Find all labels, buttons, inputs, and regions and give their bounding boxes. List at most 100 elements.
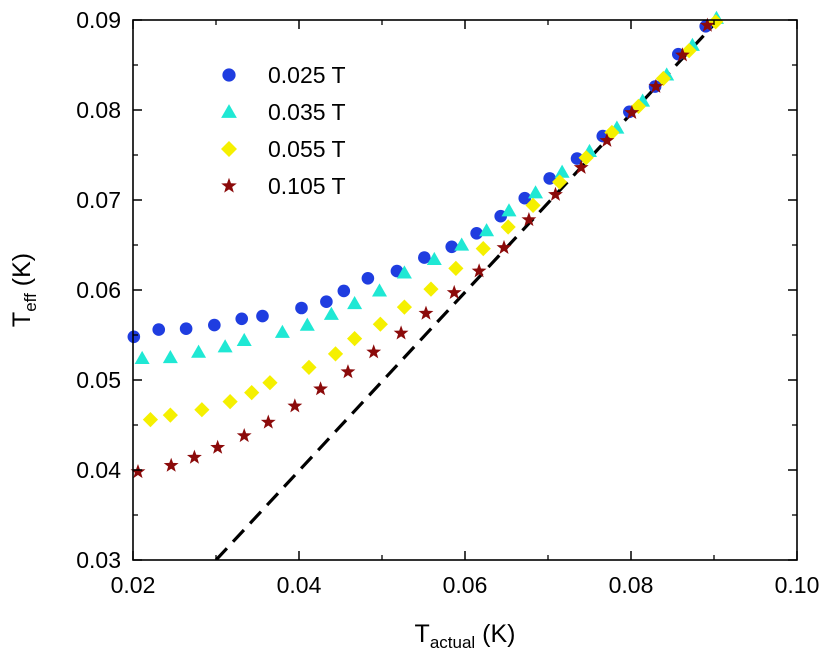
data-point-triangle <box>323 306 339 320</box>
y-axis-label: Teff (K) <box>8 253 40 327</box>
legend-entry: 0.055 T <box>221 136 346 162</box>
x-tick-label: 0.10 <box>775 572 820 598</box>
data-point-star <box>548 186 563 201</box>
data-point-star <box>340 364 356 379</box>
legend-label: 0.025 T <box>268 62 346 88</box>
y-tick-label: 0.06 <box>76 277 121 303</box>
legend-marker-star <box>221 177 237 193</box>
data-point-star <box>675 47 690 62</box>
data-point-circle <box>127 330 141 344</box>
data-point-star <box>521 212 537 227</box>
legend-marker-triangle <box>221 104 237 118</box>
data-point-triangle <box>236 332 252 347</box>
data-point-triangle <box>528 185 544 199</box>
data-point-diamond <box>578 150 594 166</box>
data-point-star <box>699 17 715 32</box>
data-point-star <box>130 464 146 479</box>
legend: 0.025 T 0.035 T 0.055 T 0.105 T <box>221 62 346 199</box>
x-tick-label: 0.04 <box>277 572 322 598</box>
data-point-triangle <box>299 317 315 331</box>
y-tick-label: 0.04 <box>76 457 121 483</box>
y-tick-label: 0.09 <box>76 7 121 33</box>
series-star <box>130 17 715 479</box>
legend-marker-circle <box>222 68 236 82</box>
series-layer <box>127 10 724 479</box>
data-point-circle <box>235 312 249 326</box>
data-point-star <box>599 132 615 147</box>
data-point-circle <box>418 251 431 264</box>
legend-marker-diamond <box>221 141 237 157</box>
x-axis-label-unit: (K) <box>475 620 515 648</box>
series-circle <box>127 20 712 344</box>
data-point-diamond <box>244 385 260 401</box>
data-point-circle <box>337 284 351 298</box>
data-point-star <box>648 78 664 93</box>
data-point-triangle <box>454 237 470 251</box>
data-point-circle <box>256 309 269 323</box>
data-point-diamond <box>708 14 724 30</box>
data-point-diamond <box>347 331 363 347</box>
data-point-star <box>260 414 276 429</box>
data-point-star <box>418 305 434 320</box>
plot-frame <box>132 19 798 561</box>
data-point-star <box>187 449 202 464</box>
data-point-triangle <box>396 265 412 279</box>
data-point-diamond <box>327 346 344 362</box>
y-tick-label: 0.07 <box>76 187 121 213</box>
data-point-diamond <box>142 412 159 428</box>
data-point-circle <box>179 322 193 336</box>
data-point-circle <box>570 152 584 165</box>
data-point-triangle <box>162 350 178 364</box>
data-point-star <box>624 104 640 120</box>
data-point-diamond <box>162 407 178 423</box>
data-point-triangle <box>372 283 388 297</box>
x-axis-label: Tactual (K) <box>415 620 516 652</box>
data-point-diamond <box>301 359 317 375</box>
data-point-triangle <box>134 350 150 365</box>
data-point-triangle <box>191 344 207 358</box>
y-axis-ticks: 0.03 0.04 0.05 0.06 0.07 0.08 0.09 <box>76 7 797 573</box>
data-point-diamond <box>552 174 568 190</box>
data-point-diamond <box>525 197 541 213</box>
y-tick-label: 0.08 <box>76 97 121 123</box>
data-point-diamond <box>500 219 516 235</box>
legend-entry: 0.025 T <box>222 62 346 88</box>
data-point-circle <box>320 295 333 309</box>
data-point-diamond <box>194 402 210 418</box>
data-point-star <box>163 457 179 472</box>
x-tick-label: 0.02 <box>111 572 156 598</box>
data-point-triangle <box>217 339 233 353</box>
data-point-star <box>446 284 462 300</box>
data-point-circle <box>361 272 375 285</box>
data-point-star <box>573 159 589 174</box>
data-point-triangle <box>554 164 570 178</box>
data-point-diamond <box>396 299 413 315</box>
data-point-star <box>471 263 487 278</box>
y-axis-label-unit: (K) <box>8 253 36 293</box>
data-point-circle <box>445 240 459 254</box>
data-point-triangle <box>274 324 290 338</box>
data-point-triangle <box>347 296 363 310</box>
data-point-diamond <box>262 375 278 391</box>
y-axis-label-main: T <box>8 312 36 327</box>
data-point-diamond <box>372 316 388 332</box>
data-point-circle <box>208 318 221 332</box>
y-tick-label: 0.03 <box>76 547 121 573</box>
data-point-star <box>393 325 409 340</box>
legend-label: 0.105 T <box>268 173 346 199</box>
data-point-diamond <box>423 281 439 297</box>
legend-entry: 0.035 T <box>221 99 346 125</box>
data-point-star <box>366 344 382 359</box>
data-point-star <box>210 439 226 454</box>
data-point-circle <box>295 301 308 315</box>
legend-entry: 0.105 T <box>221 173 346 199</box>
data-point-diamond <box>475 241 491 257</box>
legend-label: 0.035 T <box>268 99 346 125</box>
x-axis-ticks: 0.02 0.04 0.06 0.08 0.10 <box>111 20 820 598</box>
y-tick-label: 0.05 <box>76 367 121 393</box>
data-point-star <box>236 428 252 443</box>
data-point-star <box>287 398 303 413</box>
x-tick-label: 0.06 <box>443 572 488 598</box>
data-point-diamond <box>681 43 697 59</box>
